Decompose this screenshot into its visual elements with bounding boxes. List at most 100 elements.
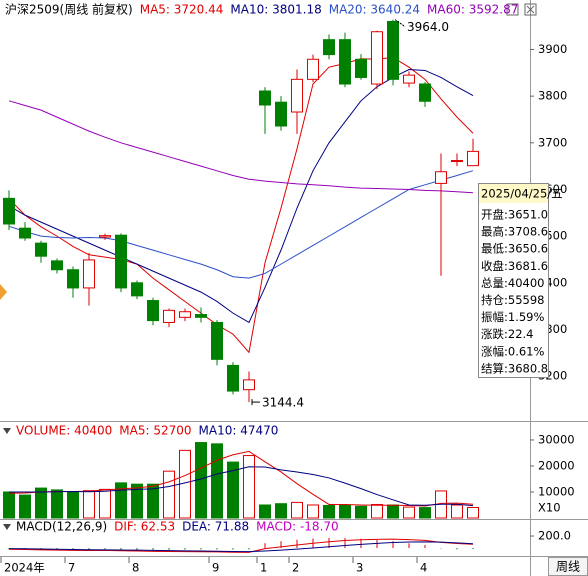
volume-bar bbox=[51, 489, 63, 519]
tooltip-row: 收盘:3681.6 bbox=[481, 259, 548, 273]
candle-body bbox=[179, 311, 191, 318]
legend-entry: MA5: 3720.44 bbox=[140, 3, 224, 17]
legend-entry: MA10: 47470 bbox=[199, 424, 279, 438]
candle-body bbox=[339, 39, 351, 85]
candle-body bbox=[419, 83, 431, 102]
annotation: 3144.4 bbox=[262, 396, 304, 410]
volume-bar bbox=[259, 504, 271, 519]
volume-bar bbox=[307, 504, 319, 519]
ma-line bbox=[8, 538, 474, 553]
candle-body bbox=[147, 300, 159, 322]
candle-body bbox=[211, 321, 223, 360]
candle-body bbox=[435, 171, 447, 184]
candle-body bbox=[275, 101, 287, 127]
volume-bar bbox=[339, 504, 351, 519]
tooltip-row: 最高:3708.6 bbox=[481, 225, 548, 239]
volume-bar bbox=[323, 505, 335, 519]
legend-entry: MA20: 3640.24 bbox=[329, 3, 420, 17]
candle-body bbox=[243, 379, 255, 391]
candle-body bbox=[403, 74, 415, 84]
tooltip-row: 涨幅:0.61% bbox=[481, 344, 544, 358]
tooltip-row: 振幅:1.59% bbox=[481, 310, 544, 324]
y-tick-label: 20000 bbox=[538, 458, 575, 472]
x-tick-label: 7 bbox=[68, 561, 75, 575]
y-tick-label: 3700 bbox=[538, 135, 567, 149]
panel-title: MACD(12,26,9) bbox=[16, 520, 107, 534]
annotation-arrow bbox=[394, 19, 406, 28]
candle-body bbox=[291, 78, 303, 113]
legend-entry: MA60: 3592.87 bbox=[427, 3, 518, 17]
volume-bar bbox=[243, 455, 255, 519]
volume-bar bbox=[227, 461, 239, 519]
close-icon[interactable] bbox=[524, 3, 537, 16]
candle-body bbox=[67, 269, 79, 289]
settings-icon[interactable] bbox=[506, 3, 519, 16]
y-tick-label: 3800 bbox=[538, 89, 567, 103]
legend-entry: MA5: 52700 bbox=[119, 424, 191, 438]
y-tick-label: 200.0 bbox=[538, 529, 571, 543]
panel-title: VOLUME: 40400 bbox=[16, 424, 112, 438]
candle-body bbox=[163, 309, 175, 323]
candle-body bbox=[451, 160, 463, 163]
candle-body bbox=[307, 58, 319, 80]
volume-bar bbox=[163, 470, 175, 519]
volume-bar bbox=[67, 491, 79, 519]
volume-bar bbox=[355, 505, 367, 519]
candle-body bbox=[3, 197, 15, 225]
y-tick-label: 3900 bbox=[538, 42, 567, 56]
legend-entry: MACD: -18.70 bbox=[256, 520, 339, 534]
candle-body bbox=[227, 364, 239, 392]
y-tick-label: 30000 bbox=[538, 432, 575, 446]
x-tick-label: 1 bbox=[260, 561, 267, 575]
tooltip-row: 开盘:3651.0 bbox=[481, 208, 548, 222]
candle-body bbox=[99, 235, 111, 238]
candle-body bbox=[195, 314, 207, 318]
tooltip-row: 总量:40400 bbox=[481, 276, 544, 290]
volume-bar bbox=[467, 506, 479, 519]
tooltip: 2025/04/25/五开盘:3651.0 最高:3708.6 最低:3650.6 收… bbox=[478, 183, 563, 378]
side-marker[interactable] bbox=[0, 284, 7, 300]
annotation: 3964.0 bbox=[407, 20, 449, 34]
candle-body bbox=[115, 234, 127, 289]
volume-bar bbox=[131, 483, 143, 519]
candle-body bbox=[387, 20, 399, 80]
volume-bar bbox=[147, 483, 159, 519]
tooltip-date: 2025/04/25/五 bbox=[481, 187, 563, 201]
collapse-icon[interactable] bbox=[3, 524, 11, 530]
volume-bar bbox=[115, 482, 127, 519]
tooltip-row: 结算:3680.8 bbox=[481, 361, 548, 375]
tooltip-row: 最低:3650.6 bbox=[481, 242, 548, 256]
volume-bar bbox=[451, 504, 463, 519]
volume-bar bbox=[371, 503, 383, 519]
x-tick-label: 4 bbox=[420, 561, 427, 575]
volume-bar bbox=[211, 443, 223, 519]
candle-body bbox=[467, 150, 479, 167]
candle-body bbox=[83, 259, 95, 289]
tooltip-row: 持仓:55598 bbox=[481, 293, 544, 307]
volume-bar bbox=[387, 504, 399, 519]
ma-line bbox=[9, 466, 474, 507]
volume-bar bbox=[35, 487, 47, 519]
collapse-icon[interactable] bbox=[3, 428, 11, 434]
x-tick-label: 2 bbox=[292, 561, 299, 575]
x-tick-label: 3 bbox=[356, 561, 363, 575]
chart-title: 沪深2509(周线 前复权) bbox=[5, 2, 133, 17]
x-tick-label: 9 bbox=[212, 561, 219, 575]
candle-body bbox=[371, 31, 383, 85]
ma-line bbox=[8, 170, 474, 279]
volume-bar bbox=[3, 491, 15, 519]
candle-body bbox=[35, 242, 47, 257]
y-unit: X10 bbox=[538, 501, 561, 515]
candle-body bbox=[51, 260, 63, 271]
legend-entry: DIF: 62.53 bbox=[114, 520, 175, 534]
candle-body bbox=[131, 282, 143, 297]
candle-body bbox=[355, 58, 367, 78]
volume-bar bbox=[83, 490, 95, 519]
period-button-label[interactable]: 周线 bbox=[556, 560, 580, 574]
tooltip-header bbox=[479, 184, 548, 203]
candle-body bbox=[323, 39, 335, 56]
candle-body bbox=[259, 90, 271, 106]
candle-body bbox=[19, 227, 31, 239]
